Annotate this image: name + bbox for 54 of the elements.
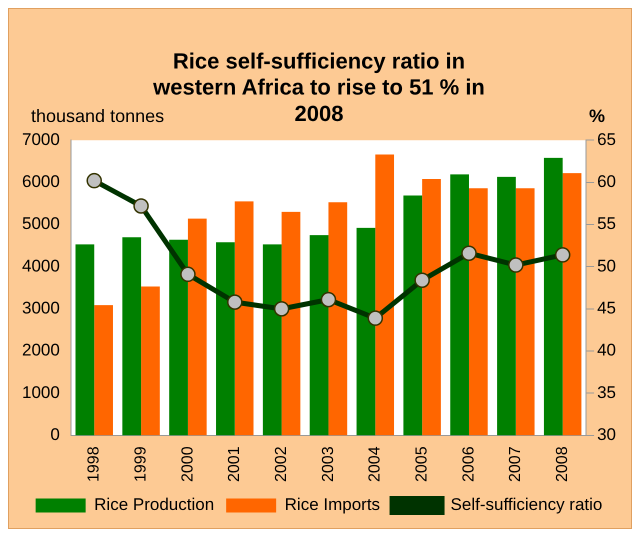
bar	[282, 212, 300, 436]
bar	[122, 237, 142, 436]
bar	[356, 228, 376, 436]
bar	[450, 174, 469, 436]
y-axis-title: thousand tonnes	[31, 106, 164, 126]
x-tick-label: 2004	[366, 446, 384, 482]
y2-tick-label: 55	[597, 214, 616, 234]
y2-tick-label: 30	[597, 425, 616, 444]
legend-label: Rice Imports	[284, 495, 380, 514]
x-tick-label: 2007	[507, 446, 524, 482]
bar	[497, 176, 516, 436]
x-tick-label: 2005	[414, 446, 431, 482]
y-tick-label: 7000	[22, 130, 60, 149]
x-tick-label: 1999	[132, 446, 150, 482]
bar	[544, 158, 563, 436]
y-tick-label: 6000	[22, 172, 60, 192]
bar	[262, 244, 282, 436]
y2-tick-label: 60	[597, 172, 616, 192]
bar	[216, 242, 235, 436]
bar	[422, 179, 441, 436]
legend-label: Rice Production	[94, 495, 214, 514]
bar	[94, 305, 113, 436]
y-tick-label: 4000	[22, 256, 60, 276]
legend-label: Self-sufficiency ratio	[450, 495, 602, 514]
bar	[328, 202, 348, 436]
y2-tick-label: 50	[597, 256, 616, 276]
x-tick-label: 1998	[86, 446, 103, 482]
bar	[468, 188, 488, 436]
y2-tick-label: 45	[597, 298, 616, 318]
x-tick-label: 2002	[273, 446, 290, 482]
bar	[375, 154, 394, 436]
bar	[234, 201, 254, 436]
x-tick-label: 2003	[320, 446, 337, 482]
bar	[403, 195, 422, 436]
bar	[562, 173, 582, 436]
y-tick-label: 0	[50, 425, 60, 444]
bar	[310, 235, 328, 436]
x-tick-label: 2006	[460, 446, 478, 482]
x-tick-label: 2001	[226, 446, 244, 482]
bar	[76, 244, 94, 436]
y-tick-label: 2000	[22, 340, 60, 360]
y2-tick-label: 35	[597, 382, 616, 402]
bar	[188, 218, 207, 436]
y-tick-label: 5000	[22, 214, 60, 234]
y2-tick-label: 40	[597, 340, 616, 360]
x-tick-label: 2008	[554, 446, 572, 482]
y-tick-label: 3000	[22, 298, 60, 318]
y2-axis-title: %	[588, 106, 605, 126]
bar	[169, 240, 188, 436]
x-tick-label: 2000	[179, 446, 196, 482]
y2-tick-label: 65	[597, 130, 616, 149]
bar	[516, 188, 535, 436]
bar	[141, 286, 160, 436]
y-tick-label: 1000	[22, 382, 60, 402]
